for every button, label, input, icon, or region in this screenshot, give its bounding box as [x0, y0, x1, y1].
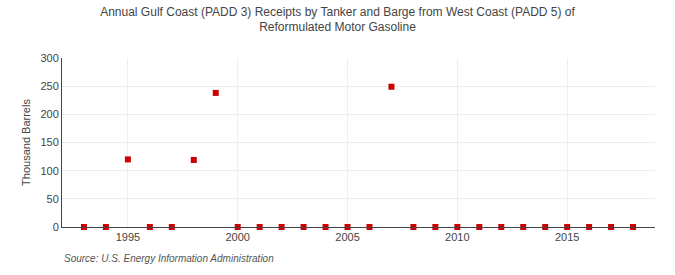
svg-text:Annual Gulf Coast (PADD 3) Rec: Annual Gulf Coast (PADD 3) Receipts by T…	[100, 5, 575, 35]
svg-text:2010: 2010	[445, 231, 469, 243]
svg-text:150: 150	[40, 136, 58, 148]
svg-text:300: 300	[40, 52, 58, 64]
svg-text:Source: U.S. Energy Informatio: Source: U.S. Energy Information Administ…	[64, 253, 274, 264]
svg-text:2015: 2015	[555, 231, 579, 243]
svg-text:0: 0	[53, 221, 59, 233]
svg-text:100: 100	[40, 165, 58, 177]
svg-text:2005: 2005	[335, 231, 359, 243]
svg-text:2000: 2000	[225, 231, 249, 243]
svg-text:50: 50	[47, 193, 59, 205]
svg-text:1995: 1995	[116, 231, 140, 243]
svg-text:200: 200	[40, 108, 58, 120]
svg-text:250: 250	[40, 80, 58, 92]
svg-text:Thousand Barrels: Thousand Barrels	[20, 99, 32, 186]
